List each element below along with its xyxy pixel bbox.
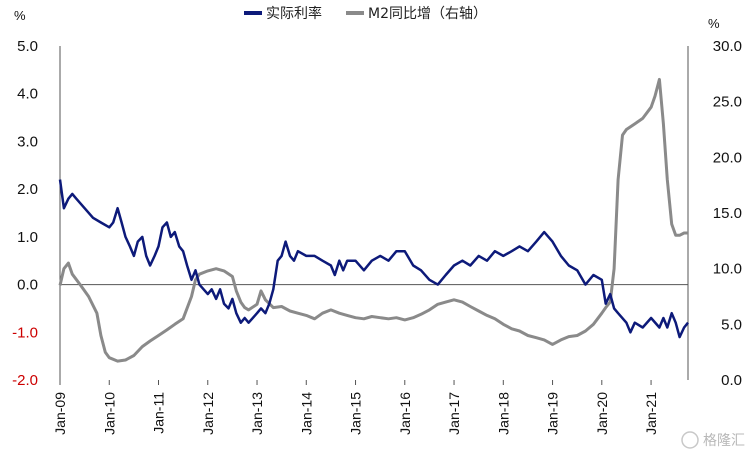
legend: 实际利率 M2同比增（右轴） — [244, 5, 487, 22]
legend-label-real-rate: 实际利率 — [266, 5, 322, 22]
left-axis-unit: % — [14, 8, 26, 23]
left-axis-ticks: 5.0 4.0 3.0 2.0 1.0 0.0 -1.0 -2.0 — [12, 38, 38, 389]
right-axis-tick-label: 0.0 — [721, 372, 742, 389]
right-axis-tick-label: 20.0 — [713, 149, 742, 166]
right-axis-tick-label: 10.0 — [713, 261, 742, 278]
x-axis-tick-label: Jan-18 — [495, 392, 511, 435]
x-axis-tick-label: Jan-21 — [643, 392, 659, 435]
watermark: 格隆汇 — [681, 431, 745, 449]
x-axis-tick-label: Jan-10 — [101, 392, 117, 435]
left-axis-tick-label: 2.0 — [17, 181, 38, 198]
x-axis-tick-label: Jan-17 — [446, 392, 462, 435]
x-axis-tick-label: Jan-16 — [397, 392, 413, 435]
left-axis-tick-label: 5.0 — [17, 38, 38, 55]
x-axis-tick-label: Jan-14 — [298, 392, 314, 435]
right-axis-ticks: 30.0 25.0 20.0 15.0 10.0 5.0 0.0 — [713, 38, 742, 389]
right-axis-unit: % — [708, 16, 720, 31]
left-axis-tick-label: 4.0 — [17, 86, 38, 103]
right-axis-tick-label: 15.0 — [713, 205, 742, 222]
watermark-logo-icon — [681, 431, 699, 449]
watermark-text: 格隆汇 — [703, 433, 745, 449]
x-axis-tick-label: Jan-12 — [200, 392, 216, 435]
legend-label-m2: M2同比增（右轴） — [368, 6, 487, 22]
x-axis-tick-label: Jan-11 — [151, 392, 167, 434]
left-axis-tick-label: -1.0 — [12, 324, 38, 341]
left-axis-tick-label: 0.0 — [17, 277, 38, 294]
right-axis-tick-label: 30.0 — [713, 38, 742, 55]
x-axis-tick-label: Jan-20 — [594, 392, 610, 435]
x-axis-tick-label: Jan-09 — [52, 392, 68, 435]
left-axis-tick-label: -2.0 — [12, 372, 38, 389]
x-axis-ticks: Jan-09 Jan-10 Jan-11 Jan-12 Jan-13 Jan-14 Jan-… — [52, 380, 659, 435]
x-axis-tick-label: Jan-13 — [249, 392, 265, 435]
left-axis-tick-label: 3.0 — [17, 133, 38, 150]
x-axis-tick-label: Jan-19 — [545, 392, 561, 435]
right-axis-tick-label: 5.0 — [721, 316, 742, 333]
series-line-real-rate — [58, 179, 689, 339]
x-axis-tick-label: Jan-15 — [348, 392, 364, 435]
left-axis-tick-label: 1.0 — [17, 229, 38, 246]
series-line-m2 — [58, 77, 688, 363]
right-axis-tick-label: 25.0 — [713, 94, 742, 111]
